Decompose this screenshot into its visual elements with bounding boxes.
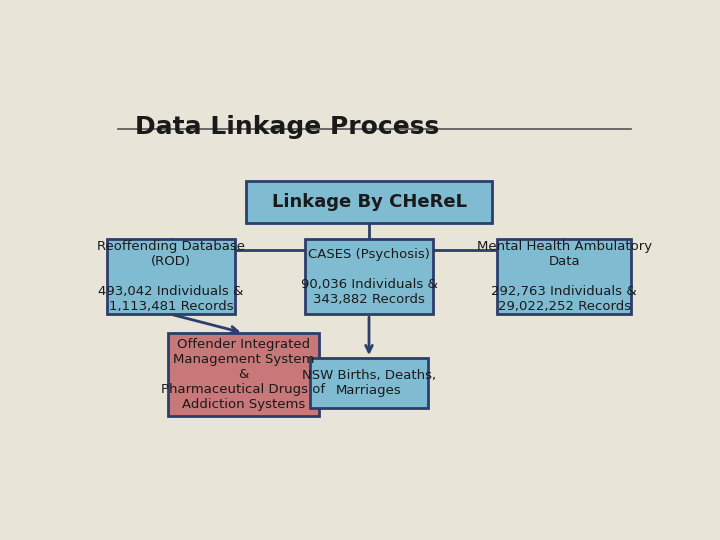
Text: Mental Health Ambulatory
Data

292,763 Individuals &
29,022,252 Records: Mental Health Ambulatory Data 292,763 In…	[477, 240, 652, 313]
FancyBboxPatch shape	[498, 239, 631, 314]
Text: Offender Integrated
Management System
&
Pharmaceutical Drugs of
Addiction System: Offender Integrated Management System & …	[161, 338, 325, 411]
FancyBboxPatch shape	[310, 358, 428, 408]
FancyBboxPatch shape	[107, 239, 235, 314]
FancyBboxPatch shape	[168, 333, 319, 416]
Text: Data Linkage Process: Data Linkage Process	[135, 114, 439, 139]
Text: NSW Births, Deaths,
Marriages: NSW Births, Deaths, Marriages	[302, 369, 436, 397]
Text: CASES (Psychosis)

90,036 Individuals &
343,882 Records: CASES (Psychosis) 90,036 Individuals & 3…	[300, 248, 438, 306]
FancyBboxPatch shape	[246, 181, 492, 223]
Text: Linkage By CHeReL: Linkage By CHeReL	[271, 193, 467, 211]
Text: Reoffending Database
(ROD)

493,042 Individuals &
1,113,481 Records: Reoffending Database (ROD) 493,042 Indiv…	[97, 240, 245, 313]
FancyBboxPatch shape	[305, 239, 433, 314]
